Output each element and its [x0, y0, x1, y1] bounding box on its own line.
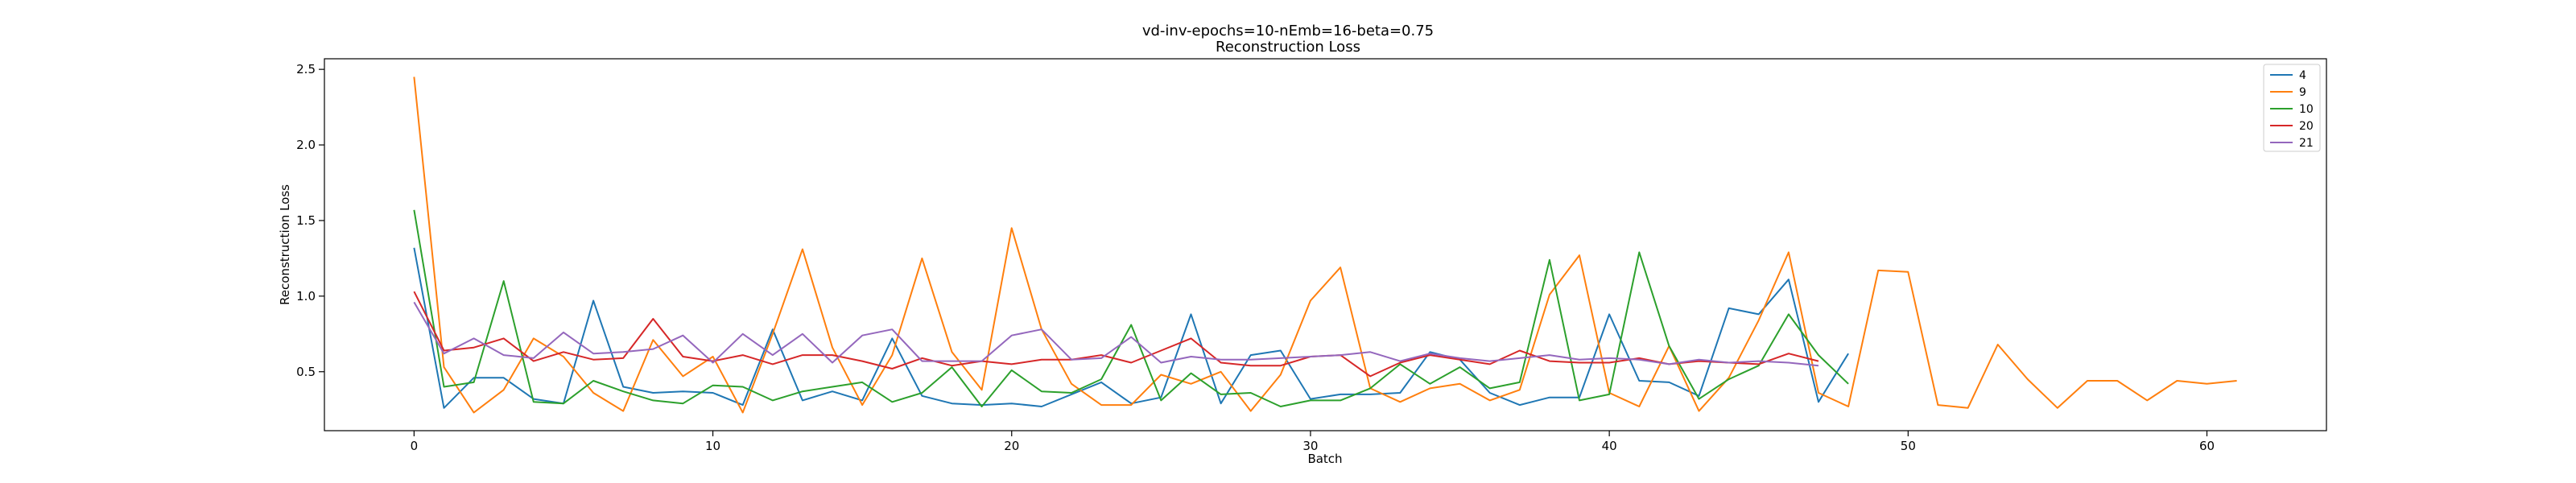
y-tick-label: 2.0 [296, 138, 316, 152]
legend: 4 9 10 20 21 [2263, 64, 2321, 152]
legend-label: 21 [2299, 137, 2314, 150]
x-axis-label: Batch [1307, 452, 1342, 466]
y-tick-label: 1.5 [296, 213, 316, 228]
x-tick-label: 50 [1901, 439, 1916, 453]
y-tick-label: 0.5 [296, 365, 316, 379]
x-tick-label: 10 [705, 439, 720, 453]
series-line-20 [413, 291, 1819, 378]
legend-label: 20 [2299, 120, 2314, 133]
x-tick-label: 60 [2199, 439, 2215, 453]
legend-label: 4 [2299, 69, 2306, 82]
x-tick-label: 0 [411, 439, 419, 453]
legend-label: 9 [2299, 86, 2306, 99]
chart-title: vd-inv-epochs=10-nEmb=16-beta=0.75 [1142, 23, 1434, 39]
y-tick-label: 1.0 [296, 289, 316, 303]
y-tick-label: 2.5 [296, 62, 316, 76]
series-lines [413, 76, 2237, 414]
legend-label: 10 [2299, 103, 2314, 116]
x-tick-label: 40 [1602, 439, 1617, 453]
x-axis: 0 10 20 30 40 50 60 [411, 431, 2215, 453]
chart-subtitle: Reconstruction Loss [1216, 39, 1360, 56]
series-line-9 [413, 76, 2237, 414]
plot-area [324, 58, 2327, 431]
x-tick-label: 30 [1302, 439, 1318, 453]
series-line-21 [413, 301, 1819, 367]
y-axis: 0.5 1.0 1.5 2.0 2.5 [296, 62, 324, 379]
x-tick-label: 20 [1004, 439, 1019, 453]
series-line-10 [413, 209, 1849, 407]
series-line-4 [413, 247, 1849, 409]
y-axis-label: Reconstruction Loss [278, 184, 292, 305]
